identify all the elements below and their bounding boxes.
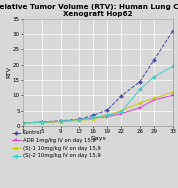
Legend: Control, ADR 1mg/kg IV on day 15,9, (S)-1 10mg/kg IV on day 15,9, (S)-2 10mg/kg : Control, ADR 1mg/kg IV on day 15,9, (S)-… <box>12 130 101 158</box>
Line: (S)-2 10mg/kg IV on day 15,9: (S)-2 10mg/kg IV on day 15,9 <box>22 65 174 124</box>
(S)-2 10mg/kg IV on day 15,9 <box>78 118 80 121</box>
Control <box>22 122 24 124</box>
Control <box>120 95 122 97</box>
ADR 1mg/kg IV on day 15,9 <box>78 119 80 121</box>
Line: (S)-1 10mg/kg IV on day 15,9: (S)-1 10mg/kg IV on day 15,9 <box>21 90 175 125</box>
Y-axis label: RTV: RTV <box>6 66 11 78</box>
(S)-1 10mg/kg IV on day 15,9 <box>172 91 174 93</box>
(S)-1 10mg/kg IV on day 15,9 <box>92 118 94 120</box>
Control <box>139 80 141 83</box>
Control <box>59 120 62 122</box>
ADR 1mg/kg IV on day 15,9 <box>22 122 24 124</box>
ADR 1mg/kg IV on day 15,9 <box>139 106 141 109</box>
(S)-2 10mg/kg IV on day 15,9 <box>92 116 94 118</box>
(S)-1 10mg/kg IV on day 15,9 <box>78 119 80 122</box>
(S)-2 10mg/kg IV on day 15,9 <box>172 65 174 67</box>
(S)-1 10mg/kg IV on day 15,9 <box>59 121 62 123</box>
(S)-2 10mg/kg IV on day 15,9 <box>153 76 155 78</box>
(S)-2 10mg/kg IV on day 15,9 <box>120 111 122 113</box>
(S)-1 10mg/kg IV on day 15,9 <box>41 121 43 124</box>
ADR 1mg/kg IV on day 15,9 <box>120 113 122 115</box>
(S)-2 10mg/kg IV on day 15,9 <box>59 120 62 123</box>
(S)-1 10mg/kg IV on day 15,9 <box>153 97 155 99</box>
Control <box>106 109 108 111</box>
(S)-2 10mg/kg IV on day 15,9 <box>41 121 43 123</box>
(S)-1 10mg/kg IV on day 15,9 <box>106 114 108 116</box>
ADR 1mg/kg IV on day 15,9 <box>106 116 108 118</box>
ADR 1mg/kg IV on day 15,9 <box>153 99 155 101</box>
X-axis label: Days: Days <box>90 136 106 141</box>
(S)-1 10mg/kg IV on day 15,9 <box>22 122 24 124</box>
(S)-2 10mg/kg IV on day 15,9 <box>139 88 141 90</box>
Control <box>153 59 155 61</box>
(S)-1 10mg/kg IV on day 15,9 <box>120 110 122 112</box>
(S)-2 10mg/kg IV on day 15,9 <box>22 122 24 124</box>
ADR 1mg/kg IV on day 15,9 <box>41 121 43 123</box>
Control <box>92 114 94 116</box>
Line: Control: Control <box>22 30 174 124</box>
Control <box>172 30 174 32</box>
Control <box>41 121 43 123</box>
ADR 1mg/kg IV on day 15,9 <box>59 120 62 123</box>
Line: ADR 1mg/kg IV on day 15,9: ADR 1mg/kg IV on day 15,9 <box>22 94 174 124</box>
Title: Relative Tumor Volume (RTV): Human Lung Cancer
Xenograft Hop62: Relative Tumor Volume (RTV): Human Lung … <box>0 4 178 17</box>
(S)-1 10mg/kg IV on day 15,9 <box>139 102 141 104</box>
(S)-2 10mg/kg IV on day 15,9 <box>106 114 108 116</box>
ADR 1mg/kg IV on day 15,9 <box>172 94 174 96</box>
ADR 1mg/kg IV on day 15,9 <box>92 117 94 119</box>
Control <box>78 118 80 120</box>
